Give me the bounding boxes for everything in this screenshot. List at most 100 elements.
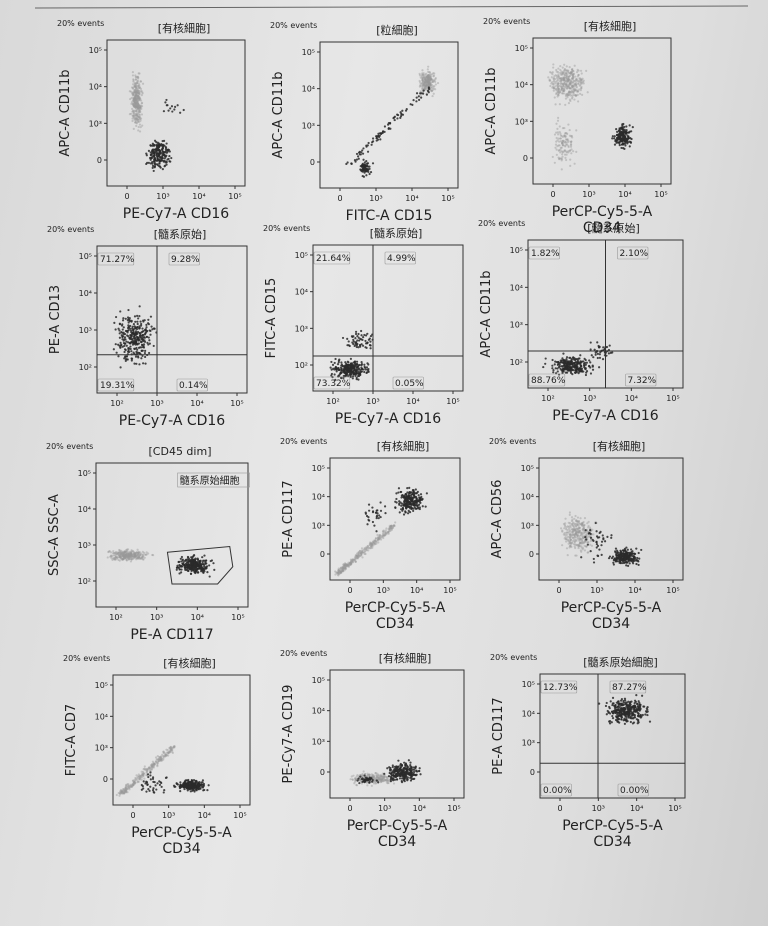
event-dot [128,553,131,556]
event-dot [117,558,120,562]
event-dot [389,127,392,130]
event-dot [561,371,564,375]
event-dot [557,133,560,136]
event-dot [329,366,332,369]
plot-title: [有核細胞] [584,19,637,33]
event-dot [622,555,625,558]
event-dot [135,94,138,97]
event-dot [382,535,385,538]
event-dot [186,555,190,559]
event-dot [143,556,146,559]
event-dot [351,365,354,368]
event-dot [136,551,139,554]
event-dot [115,553,118,556]
event-dot [151,776,155,779]
event-dot [357,336,360,339]
event-dot [139,776,142,779]
event-dot [425,86,428,90]
event-dot [123,553,126,557]
event-dot [114,556,117,559]
event-dot [389,529,392,532]
event-dot [429,83,432,86]
event-dot [389,525,392,528]
event-dot [139,90,142,93]
event-dot [136,104,139,108]
event-dot [134,94,137,97]
event-dot [580,523,583,526]
event-dot [570,542,573,545]
event-dot [571,528,574,531]
event-dot [573,534,576,538]
x-tick-label: 10⁵ [447,804,460,813]
y-tick-label: 0 [320,768,325,777]
event-dot [426,74,430,77]
event-dot [156,782,159,785]
event-dot [562,89,565,92]
event-dot [563,149,567,152]
event-dot [573,538,576,541]
event-dot [569,149,572,152]
plot-frame [319,41,459,189]
event-dot [421,78,424,81]
event-dot [139,320,142,323]
event-dot [415,92,419,95]
x-axis-label: FITC-A CD15 [346,208,433,224]
event-dot [559,146,562,149]
event-dot [378,514,381,517]
event-dot [377,517,380,520]
event-dot [588,359,591,362]
event-dot [360,361,363,364]
event-dot [134,109,137,113]
event-dot [433,72,436,75]
event-dot [333,373,336,376]
y-tick-label: 10⁵ [302,48,315,57]
event-dot [123,342,127,345]
event-dot [134,94,138,97]
event-dot [181,785,185,788]
event-dot [130,550,133,553]
event-dot [120,790,123,793]
event-dot [434,80,437,83]
event-dot [337,571,340,574]
event-dot [581,528,584,531]
event-dot [128,319,131,322]
event-dot [389,525,393,528]
event-dot [369,347,372,350]
event-dot [375,511,378,514]
y-tick-label: 10⁵ [515,44,528,53]
event-dot [425,78,428,81]
y-tick-label: 10⁴ [295,288,308,297]
event-dot [570,73,573,76]
event-dot [148,766,152,769]
event-dot [151,328,154,331]
event-dot [136,81,139,85]
event-dot [345,564,348,567]
event-dot [175,566,179,569]
event-dot [134,552,137,555]
event-dot [135,118,138,122]
event-dot [124,784,128,787]
event-dot [130,552,133,556]
event-dot [333,361,336,365]
event-dot [557,87,560,91]
event-dot [569,544,572,547]
event-dot [187,785,190,788]
event-dot [551,358,554,362]
event-dot [428,73,431,76]
event-dot [129,90,133,93]
event-dot [572,542,576,546]
event-dot [371,162,375,165]
event-dot [111,558,114,561]
event-dot [569,82,572,85]
event-dot [184,568,187,571]
event-dot [427,65,430,68]
event-dot [330,374,333,377]
event-dot [187,569,190,573]
event-dot [569,534,572,537]
event-dot [140,104,143,107]
event-dot [429,86,432,89]
event-dots [128,71,185,173]
event-dot [140,357,143,360]
event-dot [171,750,174,753]
event-dot [135,105,139,108]
